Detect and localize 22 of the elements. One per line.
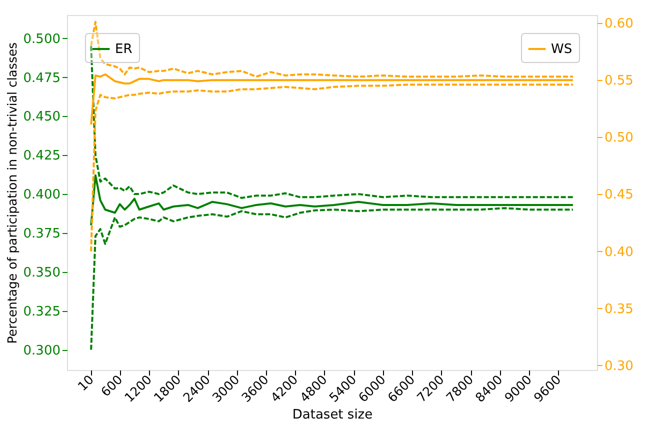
y2-tick-label: 0.35	[604, 302, 634, 317]
y-tick-label: 0.325	[23, 304, 60, 320]
x-tick-label: 10	[74, 372, 97, 394]
y-tick-label: 0.450	[23, 110, 60, 125]
y-tick-label: 0.400	[23, 188, 60, 203]
y-tick-label: 0.300	[23, 343, 60, 358]
y-tick-label: 0.500	[23, 32, 60, 47]
legend-label: ER	[115, 42, 132, 57]
y2-tick-label: 0.45	[604, 188, 634, 203]
y-tick-label: 0.350	[23, 265, 60, 280]
y2-tick-label: 0.40	[604, 244, 634, 260]
y2-tick-label: 0.30	[604, 358, 634, 374]
x-tick-label: 600	[98, 372, 126, 400]
y-tick-label: 0.375	[23, 226, 60, 242]
legend-label: WS	[551, 42, 572, 57]
y-tick-label: 0.425	[23, 148, 60, 164]
y2-tick-label: 0.60	[604, 16, 634, 32]
y-tick-label: 0.475	[23, 70, 60, 86]
y2-tick-label: 0.55	[604, 74, 634, 89]
x-axis-title: Dataset size	[292, 408, 373, 423]
y2-tick-label: 0.50	[604, 130, 634, 146]
y-axis-title: Percentage of participation in non-trivial classes	[4, 42, 20, 344]
